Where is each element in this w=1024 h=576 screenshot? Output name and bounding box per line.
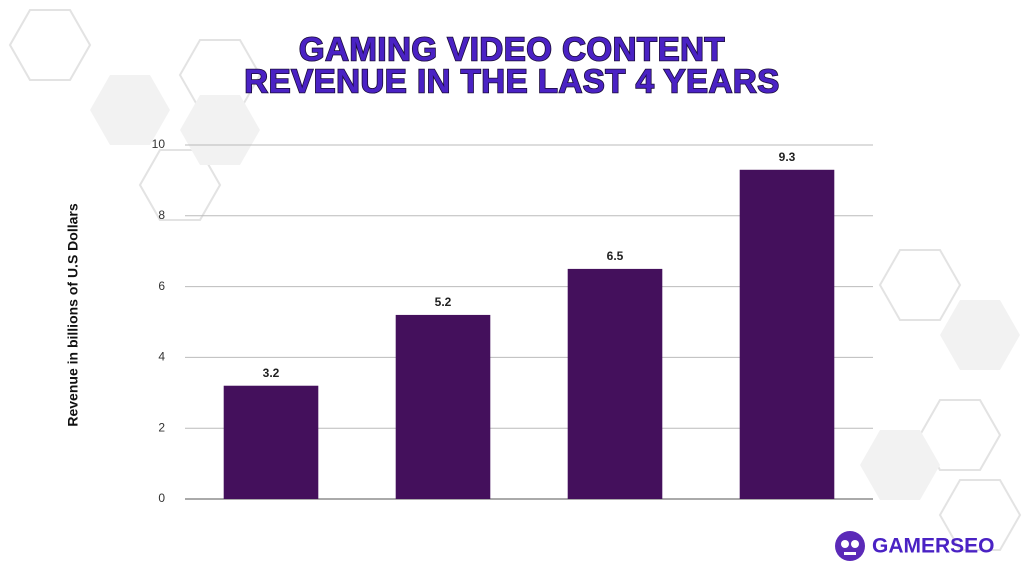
y-tick-label: 8 <box>158 208 165 222</box>
chart-title: REVENUE IN THE LAST 4 YEARS <box>244 63 780 100</box>
chart-title: GAMING VIDEO CONTENT <box>299 31 725 68</box>
bar <box>223 385 319 499</box>
y-axis-label: Revenue in billions of U.S Dollars <box>65 203 81 426</box>
value-label: 9.3 <box>779 150 796 164</box>
value-label: 6.5 <box>607 249 624 263</box>
bar <box>567 268 663 499</box>
bar <box>395 314 491 499</box>
y-tick-label: 4 <box>158 350 165 364</box>
y-tick-label: 2 <box>158 420 165 434</box>
value-label: 5.2 <box>435 295 452 309</box>
y-tick-label: 0 <box>158 491 165 505</box>
value-label: 3.2 <box>263 366 280 380</box>
y-tick-label: 6 <box>158 279 165 293</box>
bar <box>739 169 835 499</box>
background-pattern <box>8 9 1022 551</box>
y-tick-label: 10 <box>152 137 166 151</box>
brand-name: GAMERSEO <box>872 535 995 558</box>
brand-logo <box>835 531 865 561</box>
